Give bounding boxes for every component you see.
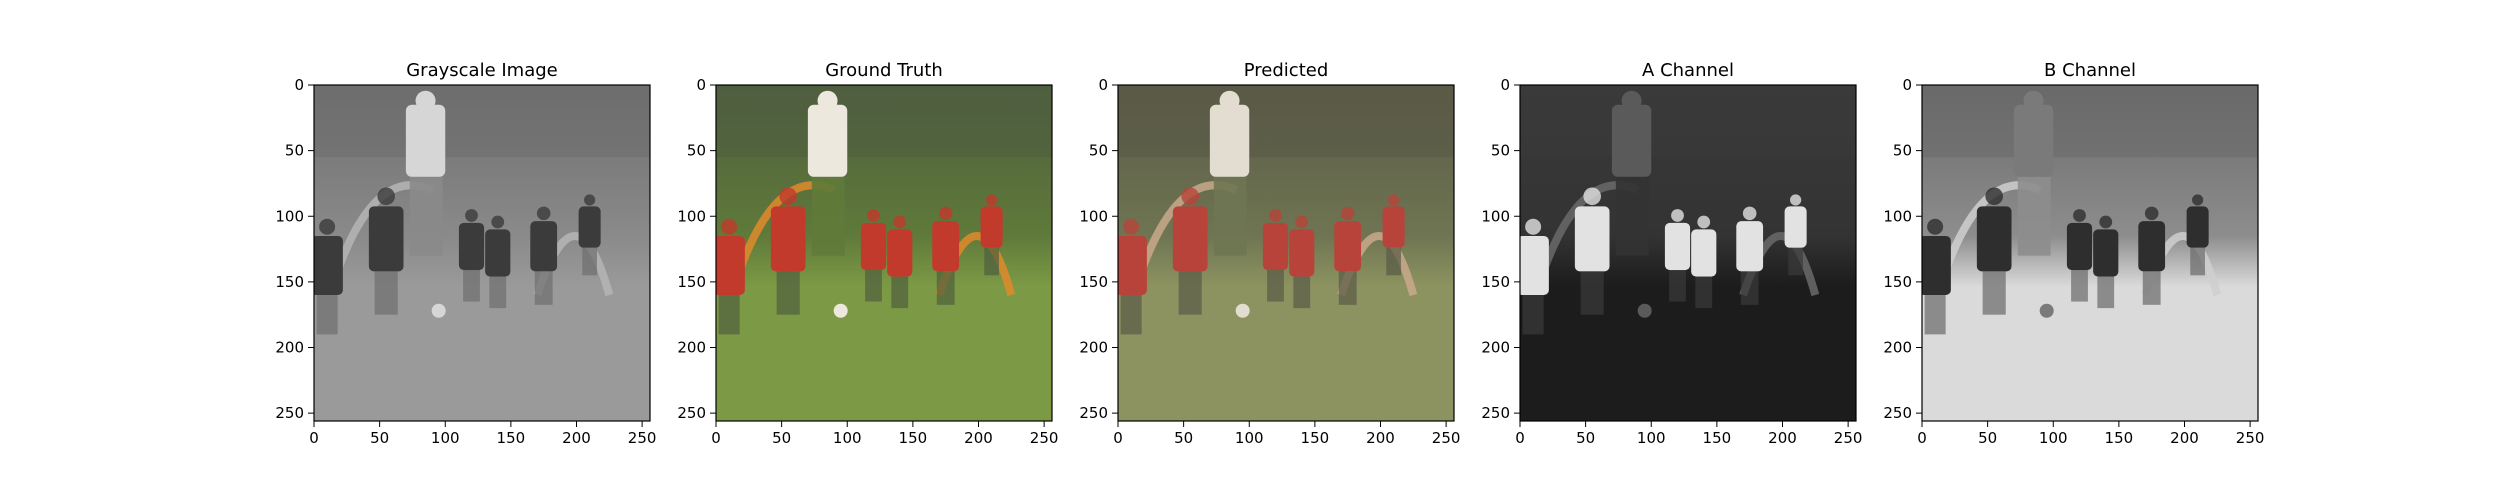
x-tick-label: 200 (562, 429, 591, 447)
y-tick-label: 0 (1500, 76, 1510, 94)
y-tick-label: 50 (285, 142, 304, 160)
x-tick-label: 100 (833, 429, 862, 447)
x-tick-label: 0 (1515, 429, 1525, 447)
image-4 (1520, 85, 1856, 421)
x-tick-label: 200 (2170, 429, 2199, 447)
x-tick-label: 200 (964, 429, 993, 447)
axes-frame (1519, 84, 1857, 422)
y-tick-label: 0 (1902, 76, 1912, 94)
subplot-title: Grayscale Image (406, 60, 558, 81)
x-tick-label: 100 (431, 429, 460, 447)
y-tick-label: 150 (275, 273, 304, 291)
subplot-1: Grayscale Image 0 50 100 150 200 250 0 50 100 150 2… (275, 60, 656, 447)
x-tick-label: 0 (1113, 429, 1123, 447)
x-tick-label: 50 (772, 429, 791, 447)
axes-frame (715, 84, 1053, 422)
y-tick-label: 100 (275, 207, 304, 225)
x-tick-label: 100 (2039, 429, 2068, 447)
x-tick-label: 250 (1432, 429, 1461, 447)
subplot-title: B Channel (2044, 60, 2136, 81)
x-tick-label: 0 (711, 429, 721, 447)
y-tick-label: 250 (677, 404, 706, 422)
y-tick-label: 0 (1098, 76, 1108, 94)
image-2 (716, 85, 1052, 421)
axes-frame (1921, 84, 2259, 422)
x-tick-label: 50 (1576, 429, 1595, 447)
x-tick-label: 150 (1301, 429, 1330, 447)
x-tick-label: 150 (497, 429, 526, 447)
subplot-3: Predicted 0 50 100 150 200 250 0 50 100 150 200 250 (1079, 60, 1460, 447)
image-1 (314, 85, 650, 421)
subplot-title: Ground Truth (825, 60, 943, 81)
axes-frame (1117, 84, 1455, 422)
y-tick-label: 100 (677, 207, 706, 225)
x-tick-label: 100 (1637, 429, 1666, 447)
x-tick-label: 50 (1978, 429, 1997, 447)
y-tick-label: 200 (1883, 339, 1912, 357)
x-tick-label: 100 (1235, 429, 1264, 447)
y-tick-label: 150 (677, 273, 706, 291)
subplot-2: Ground Truth 0 50 100 150 200 250 0 50 100 150 200 2… (677, 60, 1058, 447)
y-tick-label: 100 (1883, 207, 1912, 225)
y-tick-label: 50 (687, 142, 706, 160)
y-tick-label: 0 (696, 76, 706, 94)
subplot-title: A Channel (1642, 60, 1734, 81)
y-tick-label: 250 (1079, 404, 1108, 422)
y-tick-label: 150 (1079, 273, 1108, 291)
subplot-4: A Channel 0 50 100 150 200 250 0 50 100 150 200 250 (1481, 60, 1862, 447)
y-tick-label: 250 (1481, 404, 1510, 422)
subplot-5: B Channel 0 50 100 150 200 250 0 50 100 150 200 250 (1883, 60, 2264, 447)
x-tick-label: 50 (1174, 429, 1193, 447)
x-tick-label: 200 (1768, 429, 1797, 447)
x-tick-label: 0 (309, 429, 319, 447)
x-tick-label: 0 (1917, 429, 1927, 447)
y-tick-label: 150 (1481, 273, 1510, 291)
x-tick-label: 250 (1030, 429, 1059, 447)
y-tick-label: 200 (677, 339, 706, 357)
y-tick-label: 200 (275, 339, 304, 357)
y-tick-label: 100 (1481, 207, 1510, 225)
axes-frame (313, 84, 651, 422)
image-5 (1922, 85, 2258, 421)
y-tick-label: 150 (1883, 273, 1912, 291)
x-tick-label: 150 (1703, 429, 1732, 447)
x-tick-label: 250 (2236, 429, 2265, 447)
y-tick-label: 50 (1089, 142, 1108, 160)
y-tick-label: 0 (294, 76, 304, 94)
x-tick-label: 250 (1834, 429, 1863, 447)
x-tick-label: 200 (1366, 429, 1395, 447)
x-tick-label: 150 (2105, 429, 2134, 447)
y-tick-label: 250 (275, 404, 304, 422)
image-3 (1118, 85, 1454, 421)
y-tick-label: 250 (1883, 404, 1912, 422)
x-tick-label: 250 (628, 429, 657, 447)
y-tick-label: 200 (1079, 339, 1108, 357)
x-tick-label: 150 (899, 429, 928, 447)
y-tick-label: 50 (1893, 142, 1912, 160)
y-tick-label: 200 (1481, 339, 1510, 357)
x-tick-label: 50 (370, 429, 389, 447)
y-tick-label: 50 (1491, 142, 1510, 160)
subplot-title: Predicted (1244, 60, 1329, 81)
y-tick-label: 100 (1079, 207, 1108, 225)
